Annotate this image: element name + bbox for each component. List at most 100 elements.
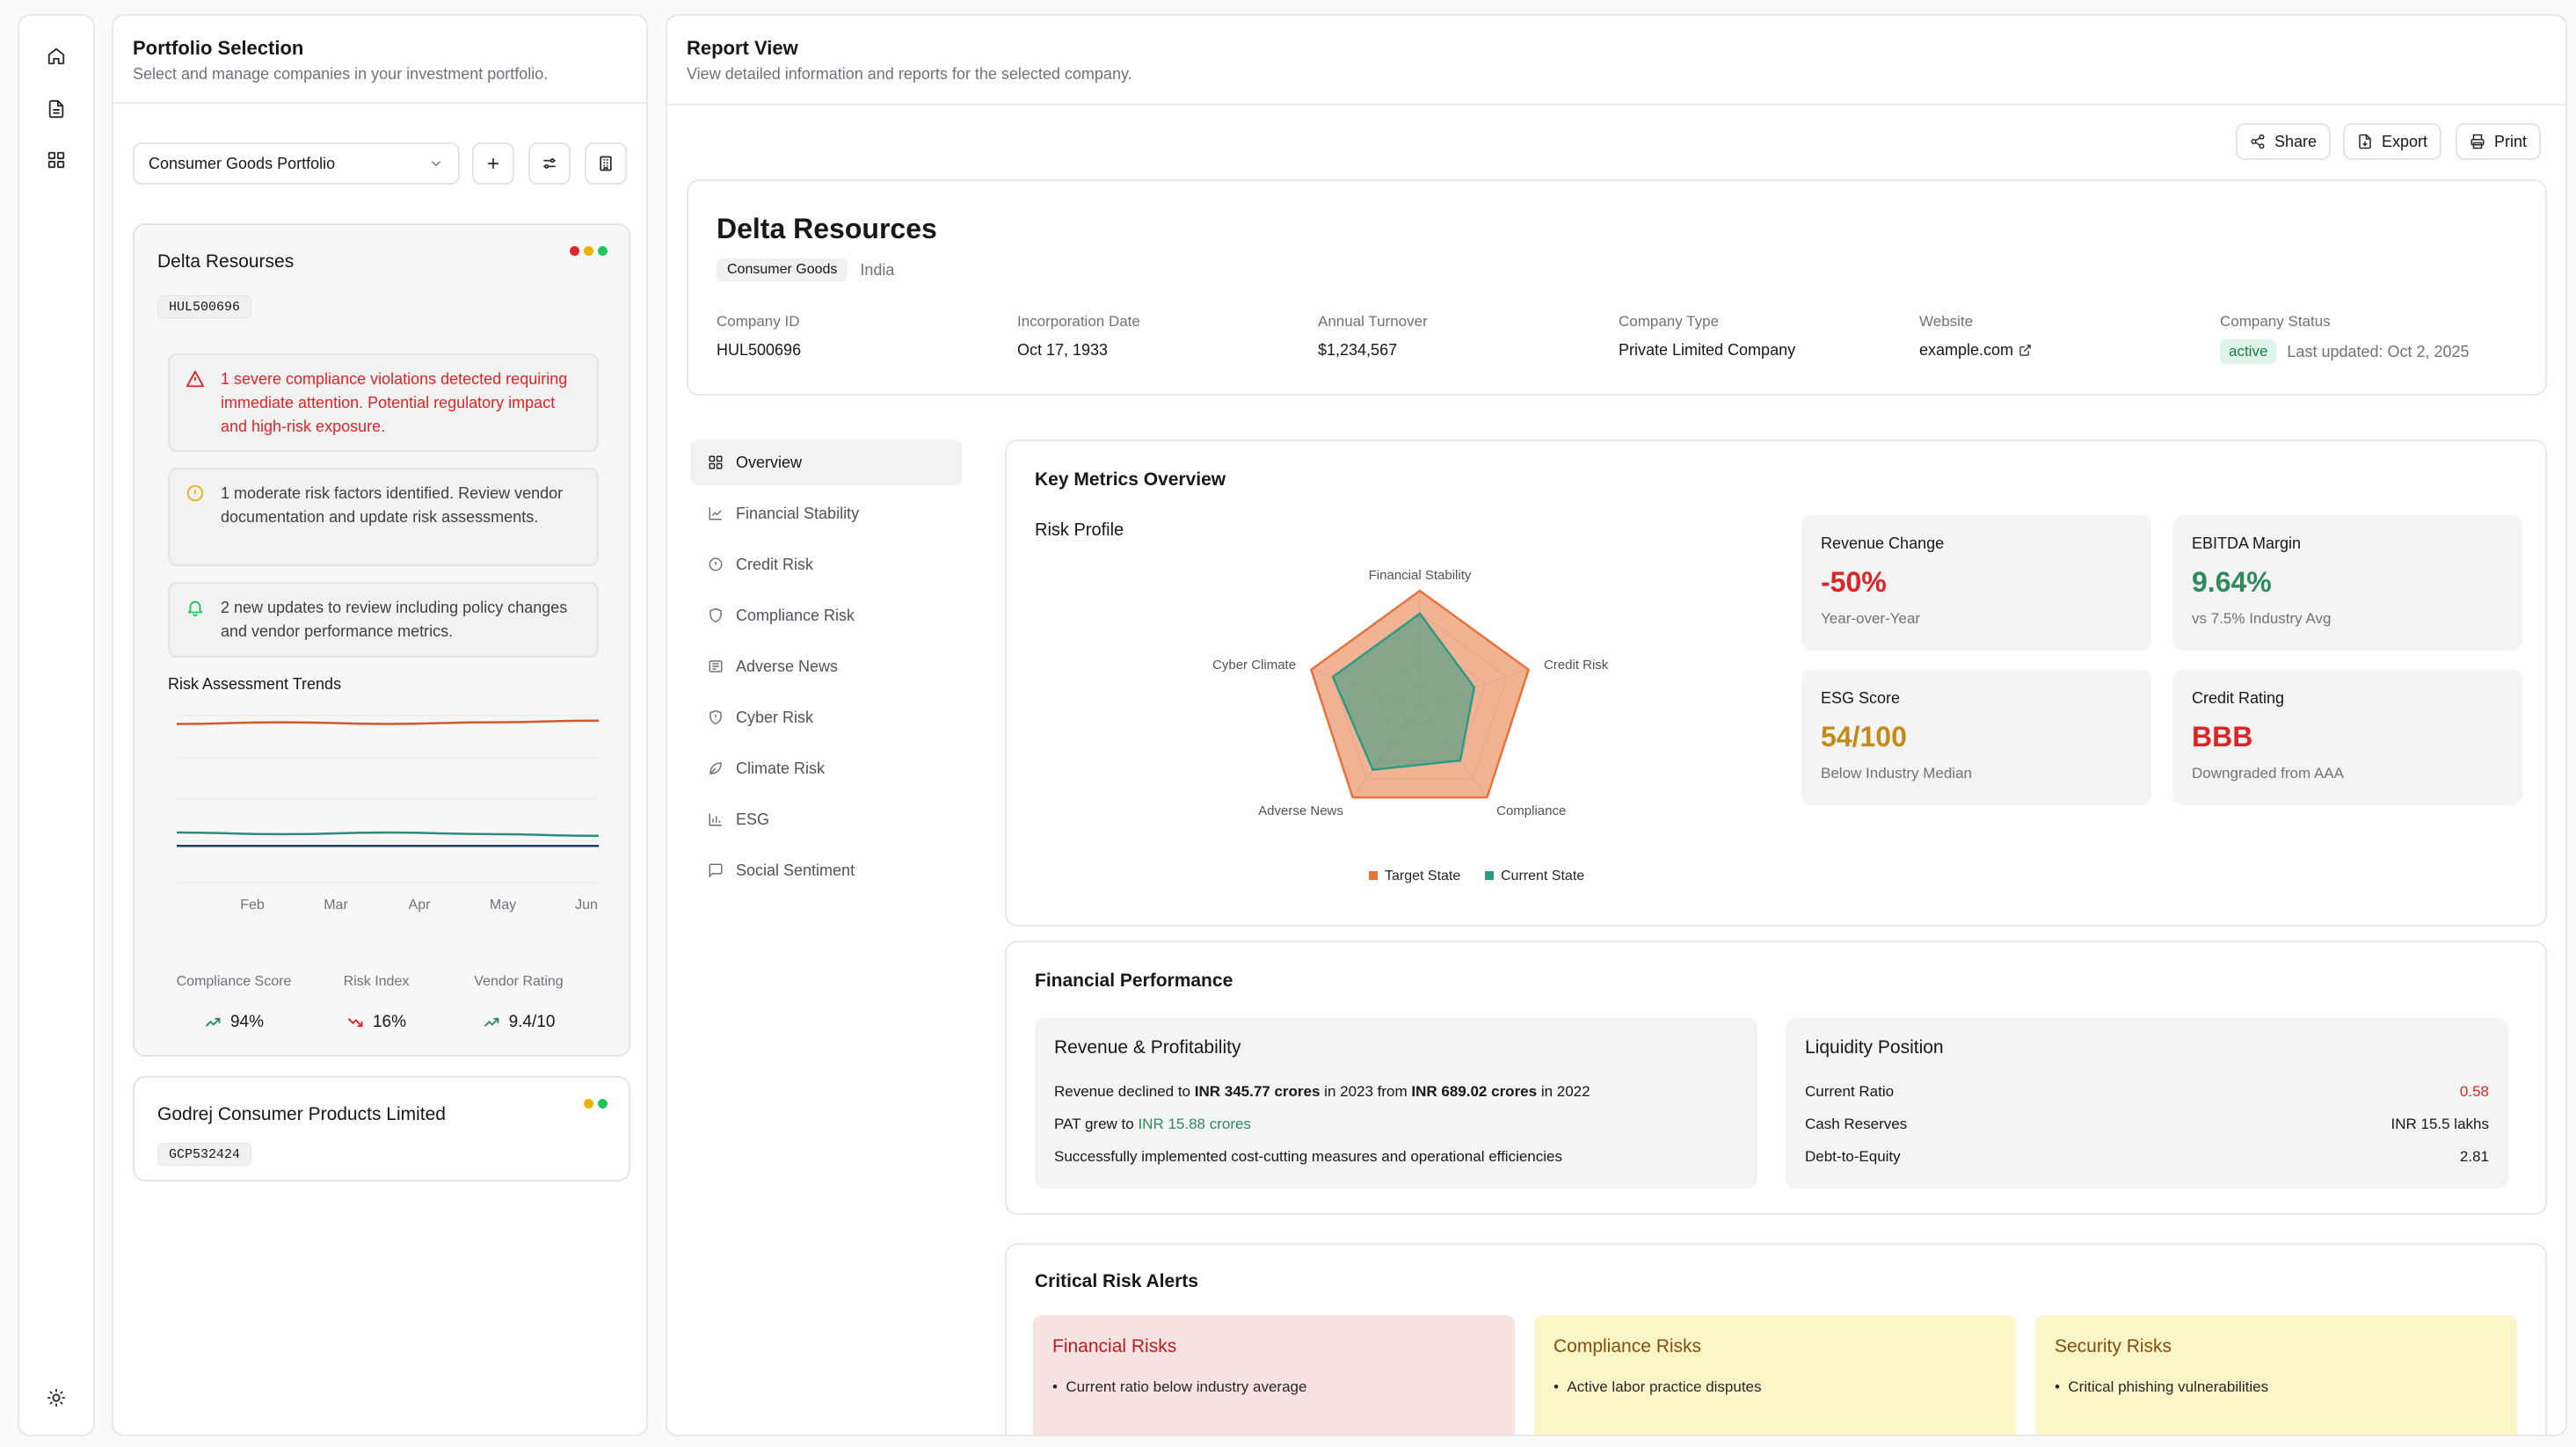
- trend-down-icon: [347, 1018, 363, 1028]
- status-dot-green: [598, 1099, 608, 1109]
- bell-icon: [186, 598, 205, 624]
- x-tick-label: Mar: [324, 898, 348, 913]
- printer-icon: [2470, 134, 2485, 149]
- trend-series-line: [176, 831, 600, 838]
- warning-triangle-icon: [186, 369, 205, 396]
- country-label: India: [860, 260, 895, 279]
- external-link-icon: [2019, 345, 2031, 356]
- stat-label: Vendor Rating: [474, 974, 564, 989]
- status-dot-green: [598, 246, 608, 256]
- metric-credit-rating: Credit Rating BBB Downgraded from AAA: [2172, 670, 2522, 805]
- x-tick-label: May: [490, 898, 516, 913]
- newspaper-icon: [709, 660, 723, 673]
- building-button[interactable]: [585, 142, 627, 185]
- nav-compliance-risk[interactable]: Compliance Risk: [690, 593, 963, 638]
- home-icon[interactable]: [39, 39, 74, 74]
- trend-series-line: [176, 719, 600, 725]
- metric-ebitda-margin: EBITDA Margin 9.64% vs 7.5% Industry Avg: [2172, 515, 2522, 651]
- status-badge: active: [2220, 339, 2277, 364]
- risk-item: • Active labor practice disputes: [1554, 1378, 1762, 1395]
- leaf-icon: [709, 762, 722, 774]
- company-card[interactable]: Godrej Consumer Products Limited GCP5324…: [133, 1076, 630, 1182]
- plus-icon: [488, 158, 498, 169]
- export-button[interactable]: Export: [2343, 123, 2442, 160]
- nav-adverse-news[interactable]: Adverse News: [690, 644, 963, 689]
- legend-swatch: [1369, 871, 1378, 880]
- shield-alert-icon: [709, 709, 722, 725]
- nav-climate-risk[interactable]: Climate Risk: [690, 745, 963, 791]
- metric-revenue-change: Revenue Change -50% Year-over-Year: [1801, 515, 2151, 651]
- field-label: Company Type: [1619, 313, 1720, 330]
- nav-cyber-risk[interactable]: Cyber Risk: [690, 694, 963, 740]
- field-label: Website: [1919, 313, 1974, 330]
- panel-subtitle: Select and manage companies in your inve…: [133, 65, 549, 83]
- alert-circle-icon: [709, 557, 723, 571]
- portfolio-select[interactable]: Consumer Goods Portfolio: [133, 142, 460, 185]
- company-name: Delta Resourses: [157, 251, 295, 272]
- update-alert: 2 new updates to review including policy…: [168, 582, 599, 658]
- section-title: Financial Performance: [1035, 971, 1233, 991]
- company-type-value: Private Limited Company: [1619, 341, 1796, 359]
- shield-icon: [709, 607, 722, 623]
- efficiency-line: Successfully implemented cost-cutting me…: [1054, 1148, 1562, 1165]
- legend-label: Current State: [1501, 869, 1584, 883]
- status-dot-red: [570, 246, 579, 256]
- trends-title: Risk Assessment Trends: [168, 675, 342, 693]
- compliance-score-stat: 94%: [159, 1013, 309, 1032]
- grid-icon[interactable]: [39, 142, 74, 178]
- revenue-line: Revenue declined to INR 345.77 crores in…: [1054, 1083, 1590, 1100]
- portfolio-select-value: Consumer Goods Portfolio: [149, 154, 336, 172]
- nav-esg[interactable]: ESG: [690, 796, 963, 842]
- stat-label: Risk Index: [343, 974, 410, 989]
- industry-badge: Consumer Goods: [717, 258, 848, 281]
- pat-line: PAT grew to INR 15.88 crores: [1054, 1116, 1251, 1132]
- key-metrics-card: Key Metrics Overview Risk Profile Financ…: [1005, 440, 2547, 927]
- add-button[interactable]: [472, 142, 514, 185]
- info-circle-icon: [186, 484, 205, 510]
- building-icon: [600, 156, 612, 171]
- nav-overview[interactable]: Overview: [690, 440, 963, 485]
- filter-button[interactable]: [528, 142, 571, 185]
- panel-subtitle: View detailed information and reports fo…: [687, 65, 1132, 83]
- file-export-icon: [2359, 134, 2371, 149]
- legend-label: Target State: [1385, 869, 1460, 883]
- legend-swatch: [1485, 871, 1494, 880]
- alert-text: 2 new updates to review including policy…: [221, 599, 568, 640]
- stat-label: Compliance Score: [176, 974, 292, 989]
- theme-sun-icon[interactable]: [39, 1380, 74, 1415]
- radar-axis-label: Financial Stability: [1369, 568, 1472, 583]
- grid-icon: [709, 455, 723, 469]
- revenue-profitability-card: Revenue & Profitability Revenue declined…: [1035, 1018, 1757, 1189]
- website-link[interactable]: example.com: [1919, 341, 2032, 360]
- message-icon: [709, 863, 723, 878]
- incorporation-date-value: Oct 17, 1933: [1017, 341, 1109, 359]
- status-dots: [565, 246, 608, 256]
- share-icon: [2251, 134, 2265, 149]
- divider: [667, 104, 2565, 105]
- vendor-rating-stat: 9.4/10: [444, 1013, 593, 1032]
- financial-risks-column: Financial Risks • Current ratio below in…: [1033, 1315, 1515, 1435]
- nav-social-sentiment[interactable]: Social Sentiment: [690, 847, 963, 893]
- trend-up-icon: [205, 1017, 221, 1027]
- status-dot-yellow: [584, 246, 593, 256]
- company-title: Delta Resources: [717, 213, 937, 244]
- liquidity-row: Debt-to-Equity 2.81: [1805, 1148, 2489, 1165]
- company-id-badge: GCP532424: [157, 1143, 252, 1166]
- line-chart-icon: [709, 507, 722, 520]
- company-card[interactable]: Delta Resourses HUL500696 1 severe compl…: [133, 223, 630, 1057]
- radar-axis-label: Adverse News: [1258, 803, 1343, 818]
- liquidity-position-card: Liquidity Position Current Ratio 0.58 Cas…: [1786, 1018, 2508, 1189]
- print-button[interactable]: Print: [2456, 123, 2542, 160]
- financial-performance-card: Financial Performance Revenue & Profitab…: [1005, 941, 2547, 1215]
- risk-item: • Current ratio below industry average: [1052, 1378, 1307, 1395]
- nav-credit-risk[interactable]: Credit Risk: [690, 542, 963, 587]
- risk-trend-chart: Feb Mar Apr May Jun: [176, 715, 600, 913]
- annual-turnover-value: $1,234,567: [1318, 341, 1398, 359]
- field-label: Company ID: [717, 313, 800, 330]
- share-button[interactable]: Share: [2236, 123, 2332, 160]
- moderate-alert: 1 moderate risk factors identified. Revi…: [168, 468, 599, 566]
- document-icon[interactable]: [39, 91, 74, 127]
- risk-profile-radar-chart: Financial Stability Credit Risk Compliance…: [1212, 568, 1609, 883]
- nav-financial-stability[interactable]: Financial Stability: [690, 491, 963, 536]
- trend-up-icon: [484, 1017, 498, 1027]
